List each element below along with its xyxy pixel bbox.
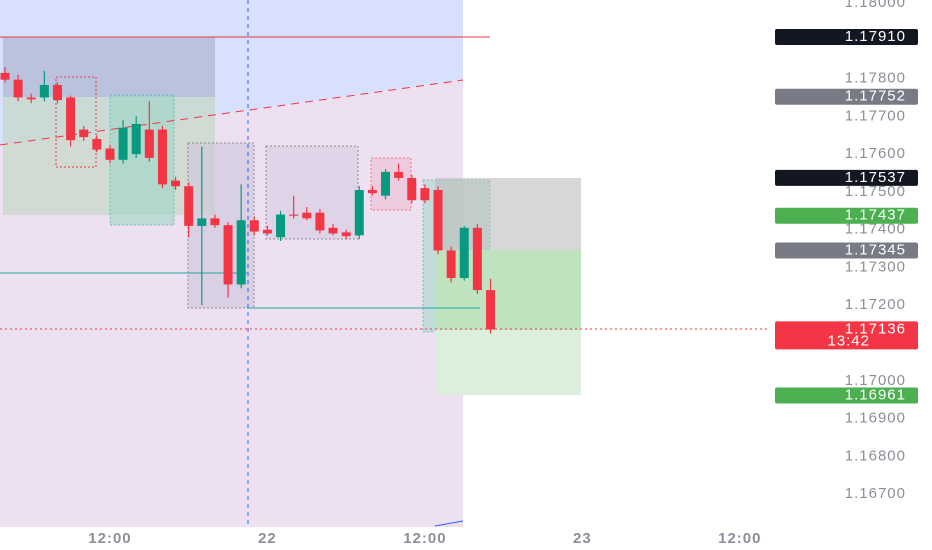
candle-body bbox=[315, 212, 325, 231]
box bbox=[55, 76, 97, 168]
candle-body bbox=[394, 171, 404, 178]
position-risk bbox=[435, 178, 581, 250]
price-label: 1.17910 bbox=[845, 28, 906, 45]
candle-body bbox=[276, 214, 286, 238]
x-tick-label: 12:00 bbox=[718, 530, 761, 547]
candle-body bbox=[302, 212, 312, 219]
y-tick-label: 1.17000 bbox=[845, 372, 906, 389]
candle-body bbox=[262, 229, 272, 234]
candle-body bbox=[131, 123, 141, 155]
candle-body bbox=[289, 214, 299, 216]
candle-body bbox=[92, 139, 102, 150]
y-tick-label: 1.16800 bbox=[845, 447, 906, 464]
y-tick-label: 1.17300 bbox=[845, 258, 906, 275]
candle-body bbox=[118, 127, 128, 160]
price-label: 1.17136 bbox=[845, 320, 906, 337]
y-tick-label: 1.17700 bbox=[845, 107, 906, 124]
candle-body bbox=[381, 171, 391, 196]
candle-body bbox=[66, 97, 76, 141]
price-label-box bbox=[775, 169, 918, 186]
y-tick-label: 1.17800 bbox=[845, 70, 906, 87]
trend-line bbox=[0, 79, 464, 146]
box bbox=[3, 37, 215, 97]
y-tick-label: 1.17500 bbox=[845, 183, 906, 200]
candle-body bbox=[433, 190, 443, 251]
countdown: 13:42 bbox=[827, 332, 870, 349]
price-label-box bbox=[775, 387, 918, 404]
y-tick-label: 1.18000 bbox=[845, 0, 906, 11]
candle-body bbox=[79, 129, 89, 138]
x-tick-label: 12:00 bbox=[403, 530, 446, 547]
candle-body bbox=[341, 232, 351, 237]
candle-body bbox=[105, 148, 115, 160]
y-tick-label: 1.17400 bbox=[845, 221, 906, 238]
candle-body bbox=[420, 188, 430, 201]
candle-body bbox=[197, 218, 207, 226]
candle-body bbox=[210, 218, 220, 226]
position-target bbox=[435, 250, 581, 330]
candle-body bbox=[171, 180, 181, 187]
y-tick-label: 1.16900 bbox=[845, 410, 906, 427]
y-tick-label: 1.17200 bbox=[845, 296, 906, 313]
price-label-box bbox=[775, 88, 918, 105]
candle-body bbox=[328, 227, 338, 234]
x-tick-label: 22 bbox=[258, 530, 277, 547]
candle-body bbox=[184, 186, 194, 226]
candle-body bbox=[367, 190, 377, 194]
price-label: 1.17752 bbox=[845, 88, 906, 105]
price-label: 1.17345 bbox=[845, 241, 906, 258]
price-label: 1.16961 bbox=[845, 387, 906, 404]
price-label-box bbox=[775, 207, 918, 224]
position-target bbox=[435, 330, 581, 395]
candle-body bbox=[459, 227, 469, 279]
x-tick-label: 23 bbox=[573, 530, 592, 547]
candle-body bbox=[13, 79, 23, 98]
candle-body bbox=[223, 225, 233, 285]
y-tick-label: 1.16700 bbox=[845, 485, 906, 502]
candle-body bbox=[52, 85, 62, 101]
price-label-box bbox=[775, 29, 918, 46]
candle-body bbox=[446, 250, 456, 279]
price-label: 1.17537 bbox=[845, 169, 906, 186]
price-label-box bbox=[775, 242, 918, 259]
box bbox=[370, 157, 412, 211]
candle-body bbox=[486, 290, 496, 330]
y-tick-label: 1.17600 bbox=[845, 145, 906, 162]
price-label: 1.17437 bbox=[845, 207, 906, 224]
candle-body bbox=[26, 97, 36, 100]
candle-body bbox=[39, 85, 49, 98]
candle-body bbox=[407, 177, 417, 201]
candle-body bbox=[157, 129, 167, 185]
x-tick-label: 12:00 bbox=[88, 530, 131, 547]
candle-body bbox=[249, 220, 259, 232]
candle-body bbox=[0, 72, 10, 80]
candle-body bbox=[472, 227, 482, 291]
trend-line bbox=[434, 520, 464, 527]
candle-body bbox=[144, 129, 154, 158]
price-label-box bbox=[775, 321, 918, 350]
candle-body bbox=[236, 220, 246, 285]
candle-body bbox=[354, 190, 364, 236]
